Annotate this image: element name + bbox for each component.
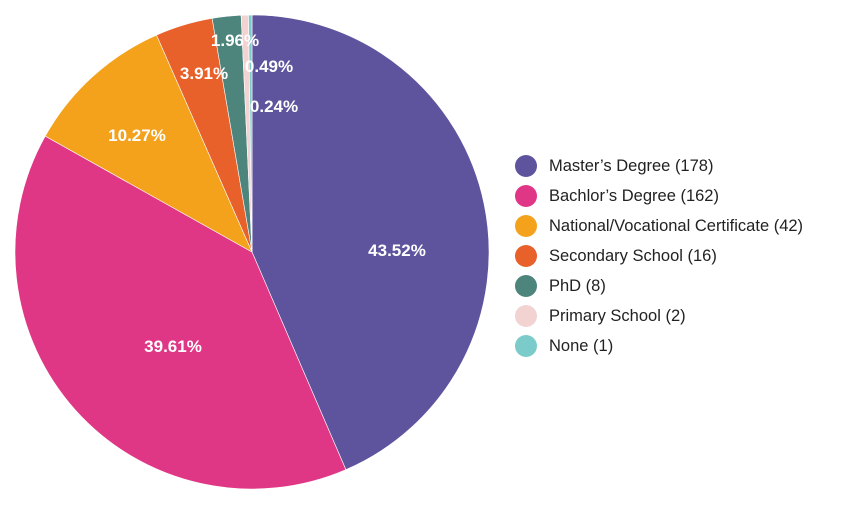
pie-slice-labels: 43.52% 39.61% 10.27% 3.91% 1.96% 0.49% 0… [108,31,426,356]
pie-slices [14,14,490,490]
slice-label-secondary: 3.91% [180,64,228,83]
legend-swatch-phd [515,275,537,297]
legend-item-vocational: National/Vocational Certificate (42) [515,211,803,241]
legend-label-phd: PhD (8) [549,276,606,295]
legend-swatch-primary [515,305,537,327]
legend-swatch-vocational [515,215,537,237]
legend-label-secondary: Secondary School (16) [549,246,717,265]
slice-label-vocational: 10.27% [108,126,166,145]
legend-item-primary: Primary School (2) [515,301,803,331]
pie-slice-vocational [44,34,253,253]
legend-item-bachelors: Bachlor’s Degree (162) [515,181,803,211]
legend-item-secondary: Secondary School (16) [515,241,803,271]
legend-item-phd: PhD (8) [515,271,803,301]
pie-slice-none [248,14,253,253]
legend-item-none: None (1) [515,331,803,361]
legend-label-masters: Master’s Degree (178) [549,156,714,175]
legend-item-masters: Master’s Degree (178) [515,151,803,181]
legend-label-vocational: National/Vocational Certificate (42) [549,216,804,235]
legend: Master’s Degree (178) Bachlor’s Degree (… [515,151,803,361]
legend-swatch-none [515,335,537,357]
legend-swatch-bachelors [515,185,537,207]
legend-label-none: None (1) [549,336,614,355]
pie-slice-masters [251,14,490,471]
legend-swatch-masters [515,155,537,177]
slice-label-none: 0.24% [250,97,298,116]
pie-slice-bachelors [14,135,347,490]
slice-label-bachelors: 39.61% [144,337,202,356]
legend-label-bachelors: Bachlor’s Degree (162) [549,186,719,205]
slice-label-masters: 43.52% [368,241,426,260]
legend-label-primary: Primary School (2) [549,306,686,325]
legend-swatch-secondary [515,245,537,267]
slice-label-phd: 1.96% [211,31,259,50]
slice-label-primary: 0.49% [245,57,293,76]
